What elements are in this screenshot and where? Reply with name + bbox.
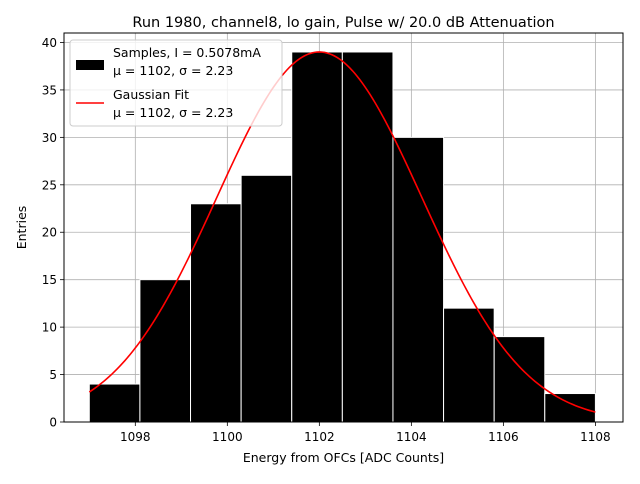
legend-fit-label: Gaussian Fit bbox=[113, 87, 189, 102]
y-tick-label: 10 bbox=[42, 321, 57, 335]
histogram-bar bbox=[190, 203, 242, 423]
histogram-bar bbox=[544, 393, 596, 423]
histogram-bar bbox=[493, 336, 546, 423]
histogram-bar bbox=[341, 51, 394, 423]
legend-fit-stats: μ = 1102, σ = 2.23 bbox=[113, 105, 233, 120]
histogram-bar bbox=[392, 136, 445, 423]
legend-histogram-label: Samples, I = 0.5078mA bbox=[113, 45, 261, 60]
legend: Samples, I = 0.5078mA μ = 1102, σ = 2.23… bbox=[69, 39, 283, 127]
chart-title: Run 1980, channel8, lo gain, Pulse w/ 20… bbox=[132, 15, 554, 31]
x-tick-label: 1106 bbox=[488, 430, 519, 444]
y-tick-label: 30 bbox=[42, 131, 57, 145]
y-tick-label: 5 bbox=[49, 368, 57, 382]
y-tick-label: 0 bbox=[49, 416, 57, 430]
axis-ticks: 1098 1100 1102 1104 1106 1108 0 5 10 15 20 25 30 35 40 bbox=[42, 36, 611, 444]
y-tick-label: 40 bbox=[42, 36, 57, 50]
histogram-bar bbox=[291, 51, 343, 423]
histogram-bar bbox=[240, 174, 293, 423]
y-axis-label: Entries bbox=[14, 206, 29, 250]
gaussian-fit bbox=[88, 51, 596, 413]
legend-histogram-swatch bbox=[76, 60, 104, 70]
x-tick-label: 1102 bbox=[304, 430, 335, 444]
histogram-bars bbox=[88, 51, 596, 423]
y-tick-label: 20 bbox=[42, 226, 57, 240]
histogram-bar bbox=[88, 383, 141, 423]
x-tick-label: 1104 bbox=[396, 430, 427, 444]
y-tick-label: 25 bbox=[42, 178, 57, 192]
y-tick-label: 15 bbox=[42, 273, 57, 287]
plot-frame bbox=[63, 32, 624, 423]
x-tick-label: 1098 bbox=[120, 430, 151, 444]
y-tick-label: 35 bbox=[42, 83, 57, 97]
x-tick-label: 1100 bbox=[212, 430, 243, 444]
histogram-bar bbox=[443, 307, 495, 423]
legend-box bbox=[69, 39, 283, 127]
fit-curve bbox=[88, 51, 596, 413]
x-tick-label: 1108 bbox=[580, 430, 611, 444]
legend-histogram-stats: μ = 1102, σ = 2.23 bbox=[113, 63, 233, 78]
x-axis-label: Energy from OFCs [ADC Counts] bbox=[243, 450, 444, 465]
